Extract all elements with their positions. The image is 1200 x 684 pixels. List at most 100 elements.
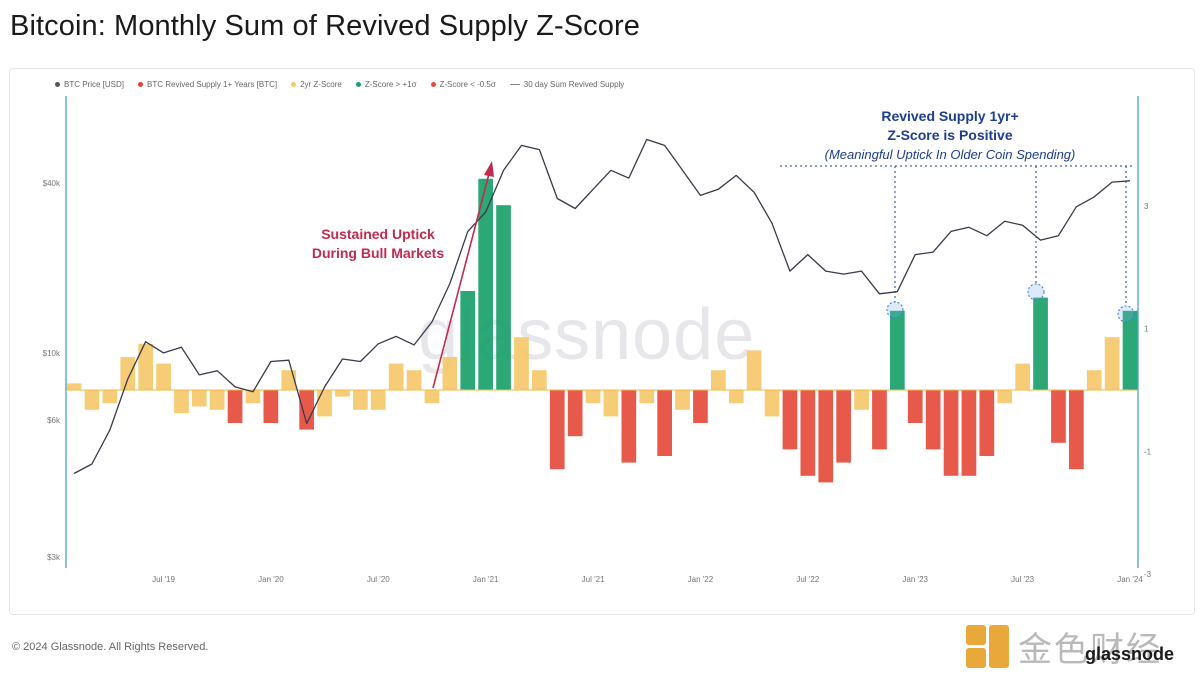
legend-marker-zhigh — [355, 82, 361, 87]
zscore-bar — [1015, 363, 1030, 390]
zscore-bar — [370, 390, 386, 410]
zscore-bar — [1033, 297, 1048, 390]
zscore-bar — [478, 178, 493, 390]
legend-item-zscore[interactable]: 2yr Z-Score — [291, 80, 342, 89]
zscore-bar — [299, 390, 314, 430]
zscore-bar — [567, 390, 583, 437]
zscore-bar — [1104, 337, 1120, 390]
logo-text: 金色财经 — [1018, 630, 1162, 670]
logo-mark-icon — [966, 624, 1010, 669]
y-left-tick-label: $10k — [43, 349, 61, 358]
zscore-bar — [997, 390, 1013, 404]
zscore-bar — [818, 390, 834, 483]
zscore-bar — [460, 291, 476, 390]
zscore-bar — [1086, 370, 1102, 390]
revived-highlight-circle — [1117, 305, 1135, 323]
zscore-bar — [585, 390, 601, 404]
zscore-bar — [854, 390, 869, 410]
zscore-bar — [907, 390, 923, 423]
footer-brand: glassnode — [1085, 644, 1175, 664]
zscore-bar — [532, 370, 547, 390]
legend-label-revived: BTC Revived Supply 1+ Years [BTC] — [147, 80, 278, 89]
zscore-bar — [657, 390, 672, 456]
zscore-bar — [890, 310, 905, 390]
x-tick-label: Jan '20 — [258, 575, 284, 584]
zscore-bar — [872, 390, 887, 450]
footer-copyright: © 2024 Glassnode. All Rights Reserved. — [12, 641, 209, 653]
zscore-bar — [1051, 390, 1066, 443]
zscore-bar — [317, 390, 332, 417]
x-tick-label: Jul '20 — [367, 575, 390, 584]
annotation-bull-markets: Sustained Uptick During Bull Markets — [298, 225, 458, 263]
zscore-bar — [191, 390, 207, 407]
revived-highlight-circle — [886, 301, 904, 319]
zscore-bar — [711, 370, 726, 390]
zscore-bar — [800, 390, 816, 476]
zscore-bar — [353, 390, 368, 410]
legend-marker-sum — [509, 84, 520, 85]
zscore-bar — [979, 390, 995, 456]
zscore-bar — [263, 390, 279, 423]
zscore-bar — [174, 390, 189, 414]
legend-marker-price — [55, 82, 60, 87]
zscore-bar — [746, 350, 762, 390]
zscore-bar — [245, 390, 261, 404]
y-right-tick-label: -1 — [1144, 447, 1152, 456]
zscore-bar — [120, 357, 136, 390]
zscore-bar — [1122, 310, 1138, 390]
zscore-bar — [1069, 390, 1084, 470]
zscore-bar — [406, 370, 422, 390]
zscore-bar — [335, 390, 350, 397]
legend-item-price[interactable]: BTC Price [USD] — [55, 80, 124, 89]
zscore-bar — [442, 357, 458, 390]
zscore-bar — [621, 390, 637, 463]
zscore-bar — [66, 383, 82, 390]
zscore-bar — [943, 390, 959, 476]
zscore-bar — [227, 390, 243, 423]
zscore-bar — [84, 390, 100, 410]
zscore-bar — [693, 390, 708, 423]
legend-label-zhigh: Z-Score > +1σ — [364, 80, 417, 89]
zscore-bar — [514, 337, 529, 390]
revived-highlight-circle — [1027, 283, 1045, 301]
zscore-bar — [156, 363, 171, 390]
y-left-tick-label: $40k — [43, 179, 61, 188]
legend-item-zlow[interactable]: Z-Score < -0.5σ — [430, 80, 496, 89]
zscore-bar — [424, 390, 440, 404]
annotation-revived-line1: Revived Supply 1yr+ — [881, 108, 1019, 124]
zscore-bar — [209, 390, 225, 410]
x-tick-label: Jan '21 — [473, 575, 499, 584]
annotation-bull-line2: During Bull Markets — [311, 245, 445, 261]
x-tick-label: Jul '21 — [582, 575, 605, 584]
y-left-tick-label: $3k — [47, 553, 61, 562]
zscore-bar — [496, 205, 511, 390]
zscore-bar — [764, 390, 780, 417]
y-right-tick-label: -3 — [1144, 570, 1152, 579]
legend-item-zhigh[interactable]: Z-Score > +1σ — [355, 80, 417, 89]
annotation-revived-line2: Z-Score is Positive — [887, 127, 1013, 143]
zscore-bar — [603, 390, 619, 417]
x-tick-label: Jan '22 — [688, 575, 714, 584]
zscore-bar — [102, 390, 118, 404]
legend-item-sum[interactable]: 30 day Sum Revived Supply — [509, 80, 625, 89]
zscore-bar — [549, 390, 565, 470]
page-title: Bitcoin: Monthly Sum of Revived Supply Z… — [10, 10, 640, 42]
legend-label-zlow: Z-Score < -0.5σ — [439, 80, 496, 89]
legend-marker-revived — [138, 82, 144, 87]
zscore-bar — [675, 390, 690, 410]
legend-label-sum: 30 day Sum Revived Supply — [523, 80, 625, 89]
y-left-tick-label: $6k — [47, 416, 61, 425]
chart-panel — [9, 68, 1195, 615]
legend: BTC Price [USD] BTC Revived Supply 1+ Ye… — [55, 80, 624, 89]
x-tick-label: Jul '22 — [796, 575, 819, 584]
x-tick-label: Jul '23 — [1011, 575, 1034, 584]
zscore-bar — [836, 390, 851, 463]
y-right-tick-label: 3 — [1144, 202, 1149, 211]
legend-label-zscore: 2yr Z-Score — [300, 80, 342, 89]
bull-arrow-head-icon — [484, 161, 494, 177]
zscore-bar — [138, 343, 153, 390]
bull-arrow-line — [432, 169, 491, 389]
legend-item-revived[interactable]: BTC Revived Supply 1+ Years [BTC] — [138, 80, 277, 89]
x-tick-label: Jan '23 — [902, 575, 928, 584]
annotation-revived-line3: (Meaningful Uptick In Older Coin Spendin… — [824, 147, 1076, 162]
